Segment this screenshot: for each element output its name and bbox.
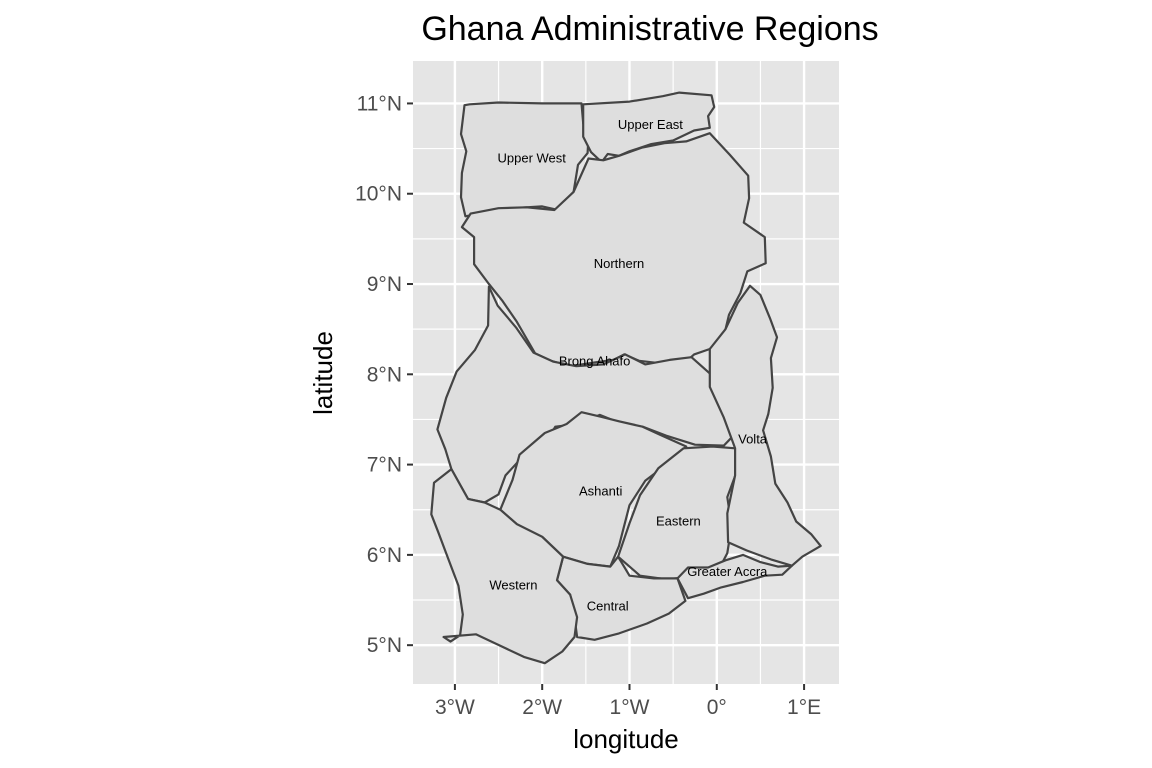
x-tick-label: 1°W [610,696,650,719]
y-axis-title: latitude [308,331,338,415]
region-upper-west[interactable] [459,101,590,218]
region-label-northern: Northern [594,256,645,271]
y-tick-label: 8°N [367,363,402,386]
region-label-western: Western [489,578,537,593]
x-tick-label: 0° [707,696,727,719]
region-label-greater-accra: Greater Accra [687,564,768,579]
x-axis-title: longitude [573,724,679,754]
x-tick-label: 3°W [435,696,475,719]
region-label-central: Central [587,598,629,613]
region-volta[interactable] [708,284,822,567]
x-tick-label: 2°W [522,696,562,719]
region-label-eastern: Eastern [656,514,701,529]
region-greater-accra[interactable] [676,553,793,600]
y-tick-label: 10°N [355,183,402,206]
region-label-volta: Volta [738,431,768,446]
y-tick-label: 11°N [357,92,402,115]
region-polygons [430,91,822,665]
region-label-upper-east: Upper East [618,117,683,132]
y-tick-label: 6°N [367,544,402,567]
region-western[interactable] [430,468,579,665]
x-axis-ticks: 3°W 2°W 1°W 0° 1°E [435,684,821,719]
map-title: Ghana Administrative Regions [421,10,878,48]
y-axis-ticks: 5°N 6°N 7°N 8°N 9°N 10°N 11°N [355,92,413,657]
region-label-upper-west: Upper West [497,151,566,166]
x-tick-label: 1°E [787,696,821,719]
region-label-ashanti: Ashanti [579,484,622,499]
region-label-brong-ahafo: Brong Ahafo [559,354,631,369]
region-labels: Upper West Upper East Northern Brong Ahafo A… [489,117,768,613]
y-tick-label: 5°N [367,634,402,657]
y-tick-label: 7°N [367,454,402,477]
y-tick-label: 9°N [367,273,402,296]
